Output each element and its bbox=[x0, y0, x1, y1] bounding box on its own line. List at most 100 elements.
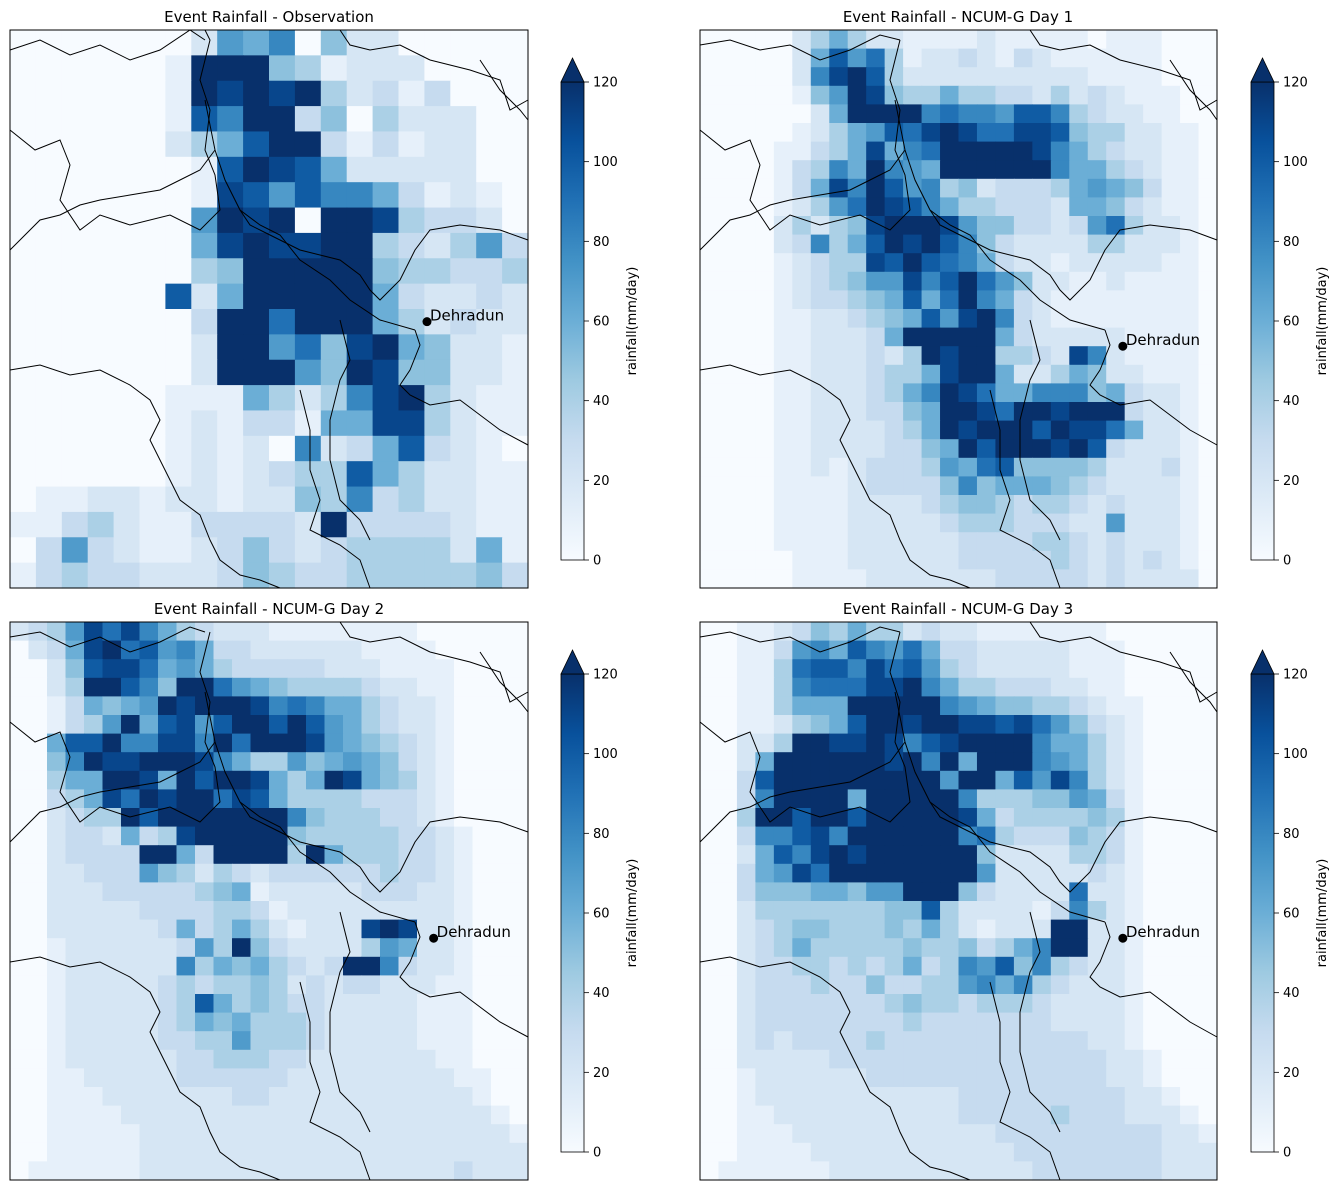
heatmap-cell bbox=[35, 562, 63, 589]
heatmap-cell bbox=[61, 486, 89, 513]
heatmap-cell bbox=[250, 863, 270, 883]
heatmap-cell bbox=[1124, 956, 1144, 976]
heatmap-cell bbox=[102, 733, 122, 753]
heatmap-cell bbox=[1050, 956, 1070, 976]
heatmap-cell bbox=[773, 938, 793, 958]
heatmap-cell bbox=[884, 569, 904, 589]
heatmap-cell bbox=[958, 104, 978, 124]
heatmap-cell bbox=[417, 1049, 437, 1069]
heatmap-cell bbox=[884, 290, 904, 310]
heatmap-cell bbox=[976, 104, 997, 124]
heatmap-cell bbox=[1087, 622, 1107, 642]
heatmap-cell bbox=[700, 495, 720, 515]
heatmap-cell bbox=[269, 131, 296, 158]
heatmap-cell bbox=[792, 364, 812, 384]
heatmap-cell bbox=[346, 106, 374, 133]
heatmap-cell bbox=[940, 141, 960, 161]
heatmap-cell bbox=[491, 1031, 511, 1051]
heatmap-cell bbox=[847, 234, 867, 254]
heatmap-cell bbox=[736, 845, 756, 865]
heatmap-cell bbox=[213, 733, 233, 753]
heatmap-cell bbox=[1069, 364, 1089, 384]
heatmap-cell bbox=[472, 994, 492, 1014]
heatmap-cell bbox=[1013, 216, 1033, 236]
heatmap-cell bbox=[810, 659, 830, 679]
heatmap-cell bbox=[1124, 1124, 1144, 1144]
heatmap-cell bbox=[509, 677, 529, 697]
heatmap-cell bbox=[217, 511, 244, 538]
heatmap-cell bbox=[1050, 216, 1070, 236]
heatmap-cell bbox=[1032, 845, 1052, 865]
heatmap-cell bbox=[1198, 327, 1218, 347]
heatmap-cell bbox=[361, 1124, 381, 1144]
heatmap-cell bbox=[884, 141, 904, 161]
heatmap-cell bbox=[195, 1068, 215, 1088]
heatmap-cell bbox=[343, 733, 363, 753]
heatmap-cell bbox=[995, 439, 1015, 459]
heatmap-cell bbox=[792, 402, 812, 422]
heatmap-cell bbox=[191, 182, 218, 209]
heatmap-cell bbox=[958, 123, 978, 143]
heatmap-cell bbox=[1161, 30, 1181, 50]
heatmap-cell bbox=[213, 1124, 233, 1144]
heatmap-cell bbox=[320, 359, 348, 386]
heatmap-cell bbox=[28, 659, 48, 679]
heatmap-cell bbox=[1069, 994, 1089, 1014]
heatmap-cell bbox=[736, 141, 756, 161]
heatmap-cell bbox=[435, 715, 455, 735]
heatmap-cell bbox=[810, 439, 830, 459]
heatmap-cell bbox=[87, 156, 115, 183]
heatmap-cell bbox=[1106, 234, 1126, 254]
heatmap-cell bbox=[1032, 85, 1052, 105]
heatmap-cell bbox=[829, 85, 849, 105]
heatmap-cell bbox=[372, 131, 400, 158]
heatmap-cell bbox=[921, 141, 941, 161]
heatmap-cell bbox=[213, 975, 233, 995]
heatmap-cell bbox=[1050, 770, 1070, 790]
heatmap-cell bbox=[84, 1049, 104, 1069]
heatmap-cell bbox=[718, 178, 738, 198]
heatmap-cell bbox=[269, 808, 289, 828]
heatmap-cell bbox=[121, 622, 141, 642]
heatmap-cell bbox=[1013, 550, 1033, 570]
heatmap-cell bbox=[1013, 975, 1033, 995]
heatmap-cell bbox=[755, 271, 775, 291]
heatmap-cell bbox=[1013, 383, 1033, 403]
heatmap-cell bbox=[773, 956, 793, 976]
heatmap-cell bbox=[866, 770, 886, 790]
heatmap-cell bbox=[773, 752, 793, 772]
heatmap-cell bbox=[792, 1142, 812, 1162]
colorbar-tick-label: 40 bbox=[1283, 986, 1300, 1001]
heatmap-cell bbox=[176, 1105, 196, 1125]
heatmap-cell bbox=[472, 659, 492, 679]
heatmap-cell bbox=[250, 1012, 270, 1032]
heatmap-cell bbox=[476, 182, 503, 209]
heatmap-cell bbox=[1069, 216, 1089, 236]
heatmap-cell bbox=[287, 622, 307, 642]
heatmap-cell bbox=[102, 659, 122, 679]
heatmap-cell bbox=[773, 733, 793, 753]
heatmap-cell bbox=[847, 640, 867, 660]
heatmap-cell bbox=[176, 696, 196, 716]
heatmap-cell bbox=[718, 290, 738, 310]
heatmap-cell bbox=[1106, 789, 1126, 809]
heatmap-cell bbox=[958, 253, 978, 273]
heatmap-cell bbox=[195, 882, 215, 902]
heatmap-cell bbox=[903, 476, 923, 496]
heatmap-cell bbox=[1050, 253, 1070, 273]
heatmap-cell bbox=[65, 1031, 85, 1051]
heatmap-cell bbox=[736, 253, 756, 273]
heatmap-cell bbox=[232, 752, 252, 772]
heatmap-cell bbox=[250, 659, 270, 679]
heatmap-cell bbox=[1032, 715, 1052, 735]
heatmap-cell bbox=[417, 1068, 437, 1088]
heatmap-cell bbox=[921, 1068, 941, 1088]
heatmap-cell bbox=[866, 956, 886, 976]
heatmap-cell bbox=[903, 1049, 923, 1069]
heatmap-cell bbox=[139, 309, 166, 335]
heatmap-cell bbox=[773, 346, 793, 366]
heatmap-cell bbox=[1087, 30, 1107, 50]
heatmap-cell bbox=[958, 383, 978, 403]
heatmap-cell bbox=[372, 182, 400, 209]
heatmap-cell bbox=[1087, 845, 1107, 865]
